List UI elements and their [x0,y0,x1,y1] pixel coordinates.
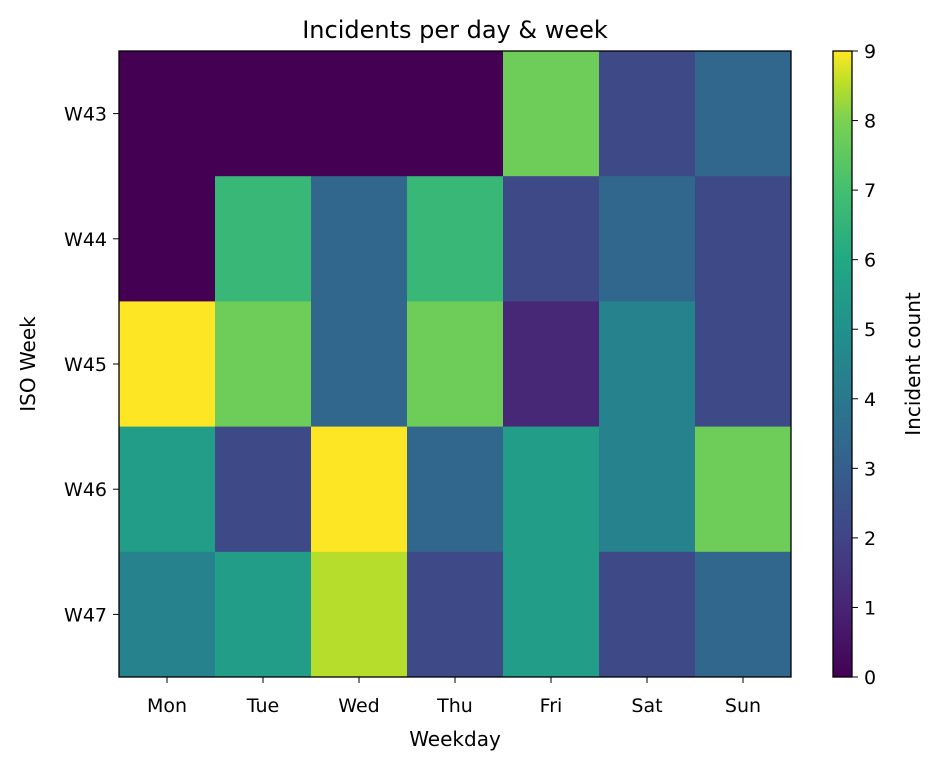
heatmap-cell [119,51,216,177]
heatmap-cell [599,51,696,177]
x-tick-label: Thu [436,695,473,717]
heatmap-cell [119,301,216,428]
heatmap-cell [695,176,792,302]
y-tick-label: W45 [64,354,107,376]
x-tick-label: Sun [725,695,761,717]
heatmap-cell [119,176,216,302]
heatmap-cell [215,301,312,428]
colorbar-tick-label: 0 [864,667,876,689]
colorbar-tick-label: 5 [864,319,876,341]
colorbar-tick-label: 3 [864,458,876,480]
x-tick-label: Wed [338,695,379,717]
colorbar-tick-label: 6 [864,250,876,272]
heatmap-cell [215,426,312,553]
heatmap-cell [119,551,216,678]
x-axis-label: Weekday [409,727,501,751]
chart-title: Incidents per day & week [302,16,608,44]
heatmap-cell [407,301,504,428]
colorbar-tick-label: 1 [864,597,876,619]
heatmap-cell [407,51,504,177]
heatmap-cell [599,301,696,428]
colorbar-label: Incident count [901,292,925,436]
heatmap-cell [407,176,504,302]
colorbar-tick-label: 4 [864,389,876,411]
colorbar-tick-label: 9 [864,41,876,63]
heatmap-cell [311,551,408,678]
heatmap-cell [407,426,504,553]
heatmap-cell [695,426,792,553]
heatmap-cell [215,51,312,177]
heatmap-cell [503,426,600,553]
x-tick-label: Fri [540,695,563,717]
heatmap-cell [503,551,600,678]
y-tick-label: W46 [64,479,107,501]
heatmap-cell [407,551,504,678]
heatmap-cell [695,51,792,177]
heatmap-cell [311,51,408,177]
heatmap-cell [503,301,600,428]
heatmap-cell [599,176,696,302]
y-tick-label: W44 [64,229,107,251]
heatmap-cell [311,176,408,302]
heatmap-cell [311,426,408,553]
x-tick-label: Sat [631,695,662,717]
colorbar [832,50,853,678]
heatmap-cell [695,551,792,678]
heatmap-cell [311,301,408,428]
heatmap-cell [503,176,600,302]
heatmap-cell [503,51,600,177]
colorbar-tick-label: 2 [864,528,876,550]
heatmap-cell [215,176,312,302]
heatmap-cell [599,551,696,678]
colorbar-tick-label: 7 [864,180,876,202]
heatmap-cell [695,301,792,428]
y-axis-label: ISO Week [16,316,40,412]
heatmap-cell [599,426,696,553]
y-tick-label: W43 [64,104,107,126]
y-tick-label: W47 [64,604,107,626]
x-tick-label: Tue [246,695,279,717]
x-tick-label: Mon [147,695,187,717]
colorbar-tick-label: 8 [864,111,876,133]
heatmap-cell [119,426,216,553]
heatmap-cell [215,551,312,678]
